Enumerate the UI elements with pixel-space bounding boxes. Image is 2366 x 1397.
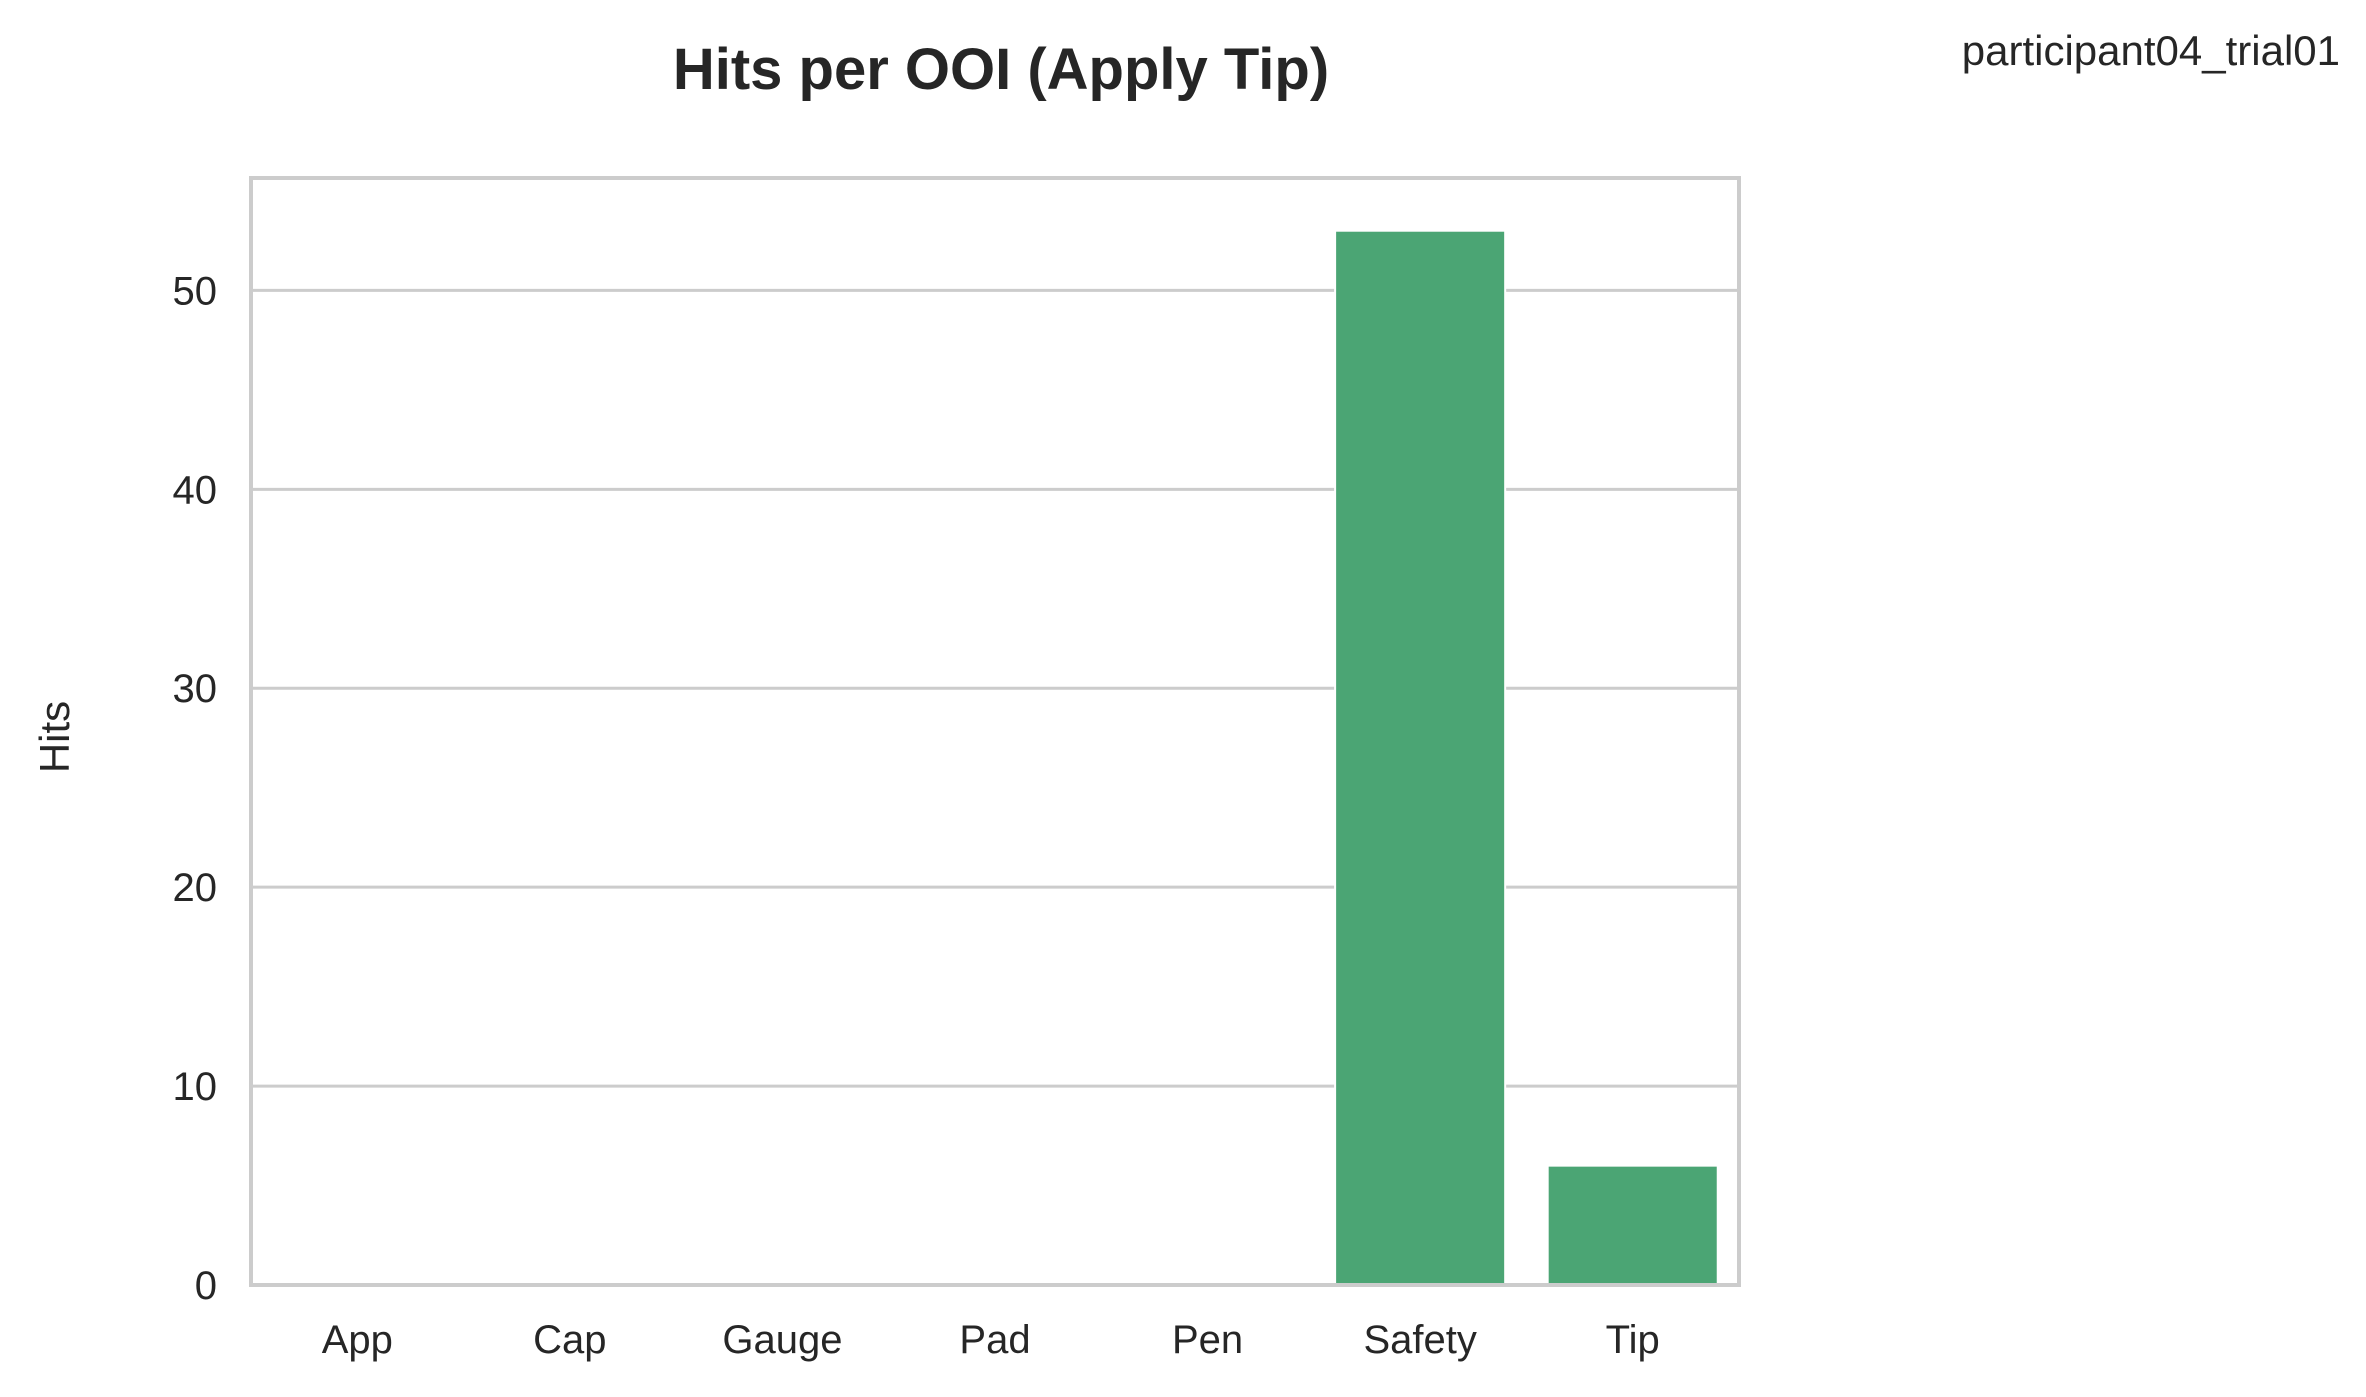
plot-border xyxy=(249,176,1741,1287)
grid-lines xyxy=(251,288,1739,1088)
bars xyxy=(1334,229,1719,1287)
y-tick-label: 0 xyxy=(195,1264,217,1308)
bar-tip xyxy=(1546,1164,1719,1286)
y-tick-labels: 0 10 20 30 40 50 xyxy=(173,269,218,1308)
chart-title: Hits per OOI (Apply Tip) xyxy=(673,37,1329,102)
x-tick-labels: App Cap Gauge Pad Pen Safety Tip xyxy=(322,1318,1660,1362)
y-tick-label: 20 xyxy=(173,866,218,910)
bar-safety xyxy=(1334,229,1507,1287)
x-tick-label: Tip xyxy=(1606,1318,1660,1362)
y-axis-label: Hits xyxy=(31,701,78,773)
x-tick-label: Cap xyxy=(533,1318,606,1362)
y-tick-label: 50 xyxy=(173,269,218,313)
plot-frame xyxy=(249,176,1741,1287)
x-tick-label: App xyxy=(322,1318,393,1362)
y-tick-label: 40 xyxy=(173,468,218,512)
x-tick-label: Safety xyxy=(1363,1318,1476,1362)
x-tick-label: Pad xyxy=(959,1318,1030,1362)
x-tick-label: Gauge xyxy=(722,1318,842,1362)
y-tick-label: 30 xyxy=(173,667,218,711)
y-tick-label: 10 xyxy=(173,1065,218,1109)
x-tick-label: Pen xyxy=(1172,1318,1243,1362)
chart-annotation: participant04_trial01 xyxy=(1962,27,2340,74)
